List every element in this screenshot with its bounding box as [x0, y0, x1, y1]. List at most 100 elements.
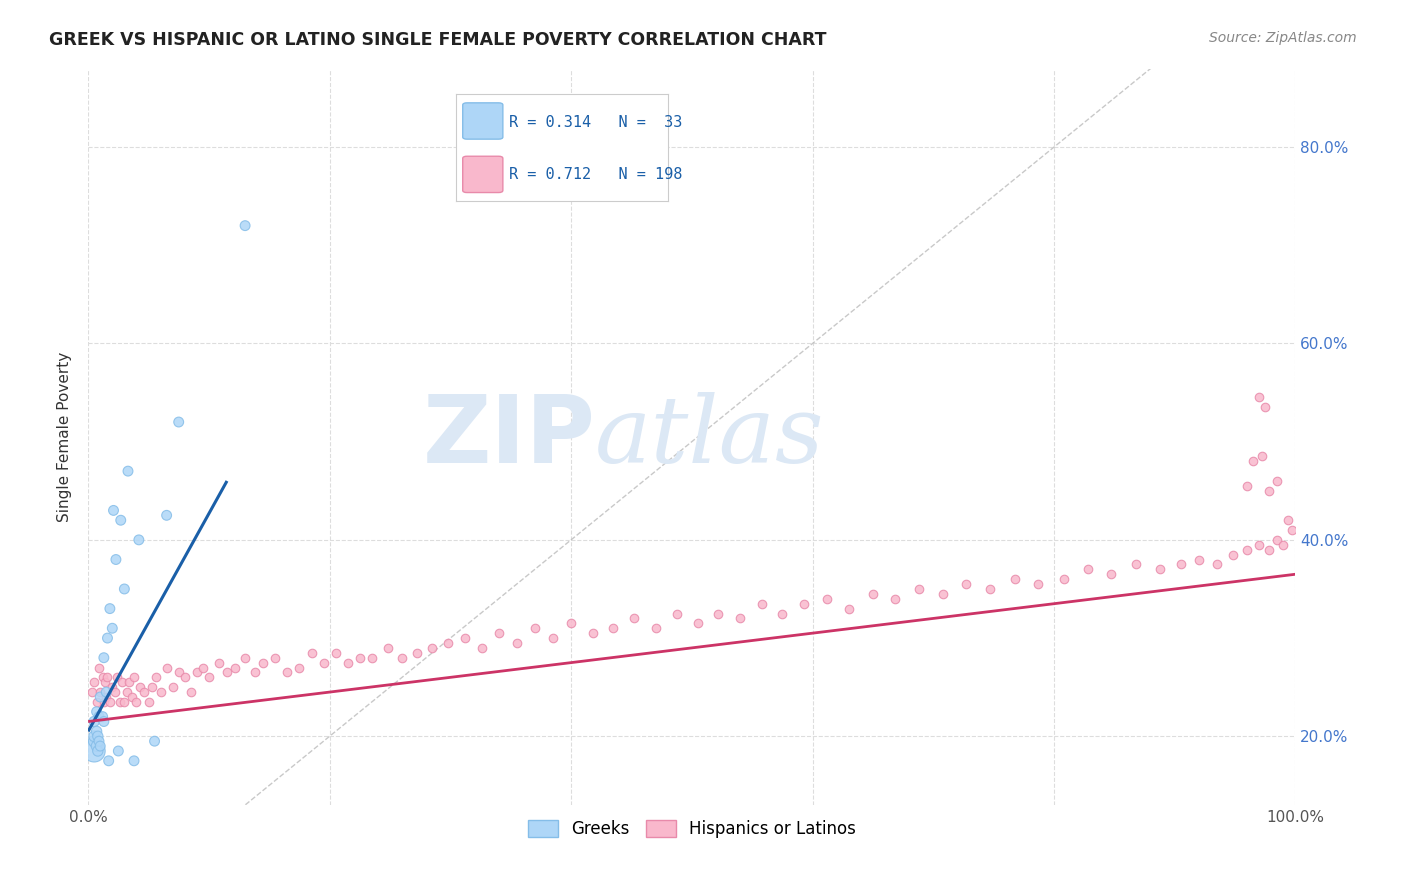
Point: [141, 680, 163, 694]
Point: [122, 754, 145, 768]
Point: [793, 597, 815, 611]
Point: [101, 621, 124, 635]
Point: [87, 729, 110, 743]
Point: [86, 695, 108, 709]
Point: [110, 513, 132, 527]
Point: [156, 508, 179, 523]
Point: [233, 219, 256, 233]
Point: [167, 665, 190, 680]
Point: [87, 709, 110, 723]
Point: [103, 503, 125, 517]
Legend: Greeks, Hispanics or Latinos: Greeks, Hispanics or Latinos: [520, 813, 863, 845]
Point: [83, 675, 105, 690]
Point: [728, 611, 751, 625]
Point: [1277, 513, 1299, 527]
Point: [207, 656, 229, 670]
Point: [129, 680, 152, 694]
Point: [243, 665, 266, 680]
Point: [1241, 454, 1264, 468]
Point: [98, 601, 121, 615]
Point: [98, 695, 121, 709]
Point: [96, 670, 118, 684]
Point: [1254, 401, 1277, 415]
Point: [1265, 533, 1288, 547]
Point: [83, 744, 105, 758]
Point: [1257, 542, 1279, 557]
Point: [1188, 552, 1211, 566]
Point: [93, 714, 115, 729]
Point: [325, 646, 347, 660]
Point: [264, 650, 287, 665]
Point: [1272, 538, 1295, 552]
Point: [838, 601, 860, 615]
Point: [471, 640, 494, 655]
Point: [112, 582, 135, 596]
Point: [932, 587, 955, 601]
Point: [276, 665, 298, 680]
Point: [979, 582, 1001, 596]
Point: [602, 621, 624, 635]
Point: [89, 690, 111, 704]
Point: [1077, 562, 1099, 576]
Point: [86, 705, 108, 719]
Point: [87, 660, 110, 674]
Point: [145, 670, 167, 684]
Point: [1099, 567, 1122, 582]
Point: [1149, 562, 1171, 576]
Point: [1125, 558, 1147, 572]
Point: [80, 685, 103, 699]
Point: [770, 607, 793, 621]
Point: [437, 636, 460, 650]
Point: [107, 744, 129, 758]
Text: atlas: atlas: [595, 392, 825, 482]
Point: [198, 670, 221, 684]
Point: [312, 656, 335, 670]
Point: [1250, 450, 1272, 464]
Point: [252, 656, 274, 670]
Point: [118, 675, 141, 690]
Point: [180, 685, 202, 699]
Point: [125, 695, 148, 709]
Point: [1026, 577, 1049, 591]
Point: [377, 640, 399, 655]
Point: [623, 611, 645, 625]
Point: [91, 670, 114, 684]
Point: [87, 744, 110, 758]
Point: [541, 631, 564, 645]
Point: [104, 552, 127, 566]
Point: [104, 685, 127, 699]
Point: [86, 724, 108, 739]
Point: [405, 646, 427, 660]
Point: [105, 670, 128, 684]
Point: [138, 695, 160, 709]
Point: [349, 650, 371, 665]
Point: [112, 695, 135, 709]
Text: ZIP: ZIP: [422, 391, 595, 483]
Point: [86, 739, 108, 753]
Point: [94, 675, 117, 690]
Point: [115, 685, 138, 699]
Point: [955, 577, 977, 591]
Point: [83, 734, 105, 748]
Text: Source: ZipAtlas.com: Source: ZipAtlas.com: [1209, 31, 1357, 45]
Point: [121, 690, 143, 704]
Point: [1053, 572, 1076, 586]
Point: [108, 695, 131, 709]
Point: [191, 660, 214, 674]
Point: [560, 616, 582, 631]
Point: [97, 754, 120, 768]
Point: [1236, 542, 1258, 557]
Point: [156, 660, 179, 674]
Point: [686, 616, 709, 631]
Point: [707, 607, 730, 621]
Point: [420, 640, 443, 655]
Point: [815, 591, 838, 606]
Point: [1206, 558, 1229, 572]
Point: [360, 650, 382, 665]
Point: [87, 734, 110, 748]
Point: [1265, 474, 1288, 488]
Point: [122, 670, 145, 684]
Point: [862, 587, 884, 601]
Point: [93, 695, 115, 709]
Point: [1170, 558, 1192, 572]
